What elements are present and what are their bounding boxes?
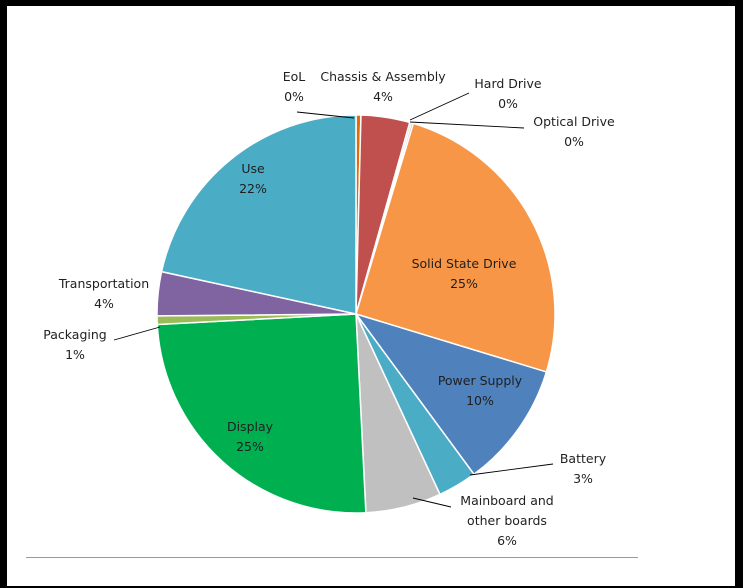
leader-line-mainboard-and-other-boards <box>412 497 452 508</box>
pie-slices <box>156 114 556 514</box>
slice-value-packaging: 1% <box>65 347 85 362</box>
slice-value-hard-drive: 0% <box>498 96 518 111</box>
slice-label-solid-state-drive: Solid State Drive <box>412 256 517 271</box>
pie-slice-solid-state-drive <box>355 122 556 373</box>
slice-label-eol: EoL <box>283 69 306 84</box>
slice-label-transportation: Transportation <box>58 276 149 291</box>
slice-label-use: Use <box>241 161 265 176</box>
leader-line-eol <box>296 111 355 119</box>
leader-line-packaging <box>113 326 161 341</box>
slice-label-display: Display <box>227 419 274 434</box>
leader-line-battery <box>469 463 554 476</box>
slice-label-battery: Battery <box>560 451 607 466</box>
slice-label-packaging: Packaging <box>43 327 106 342</box>
bottom-rule <box>26 557 638 558</box>
slice-value-optical-drive: 0% <box>564 134 584 149</box>
slice-value-battery: 3% <box>573 471 593 486</box>
slice-value-eol: 0% <box>284 89 304 104</box>
pie-slice-use <box>160 114 357 315</box>
pie-slice-display <box>156 313 367 514</box>
leader-lines <box>113 92 554 508</box>
slice-value-power-supply: 10% <box>466 393 494 408</box>
leader-line-optical-drive <box>409 121 525 129</box>
slice-value-use: 22% <box>239 181 267 196</box>
slice-value-chassis-and-assembly: 4% <box>373 89 393 104</box>
slice-labels: EoL 0% Chassis & Assembly 4% Hard Drive 0% Opt… <box>43 69 615 548</box>
slice-value-mainboard-and-other-boards: 6% <box>497 533 517 548</box>
slice-value-solid-state-drive: 25% <box>450 276 478 291</box>
slice-label-hard-drive: Hard Drive <box>474 76 542 91</box>
leader-line-hard-drive <box>409 92 470 121</box>
slice-label-optical-drive: Optical Drive <box>533 114 615 129</box>
slice-value-transportation: 4% <box>94 296 114 311</box>
slice-value-display: 25% <box>236 439 264 454</box>
pie-slice-power-supply <box>354 312 548 476</box>
slice-label-chassis-and-assembly: Chassis & Assembly <box>320 69 446 84</box>
slice-label-power-supply: Power Supply <box>438 373 523 388</box>
slice-label-mainboard-and-other-boards: Mainboard and other boards <box>460 493 553 528</box>
